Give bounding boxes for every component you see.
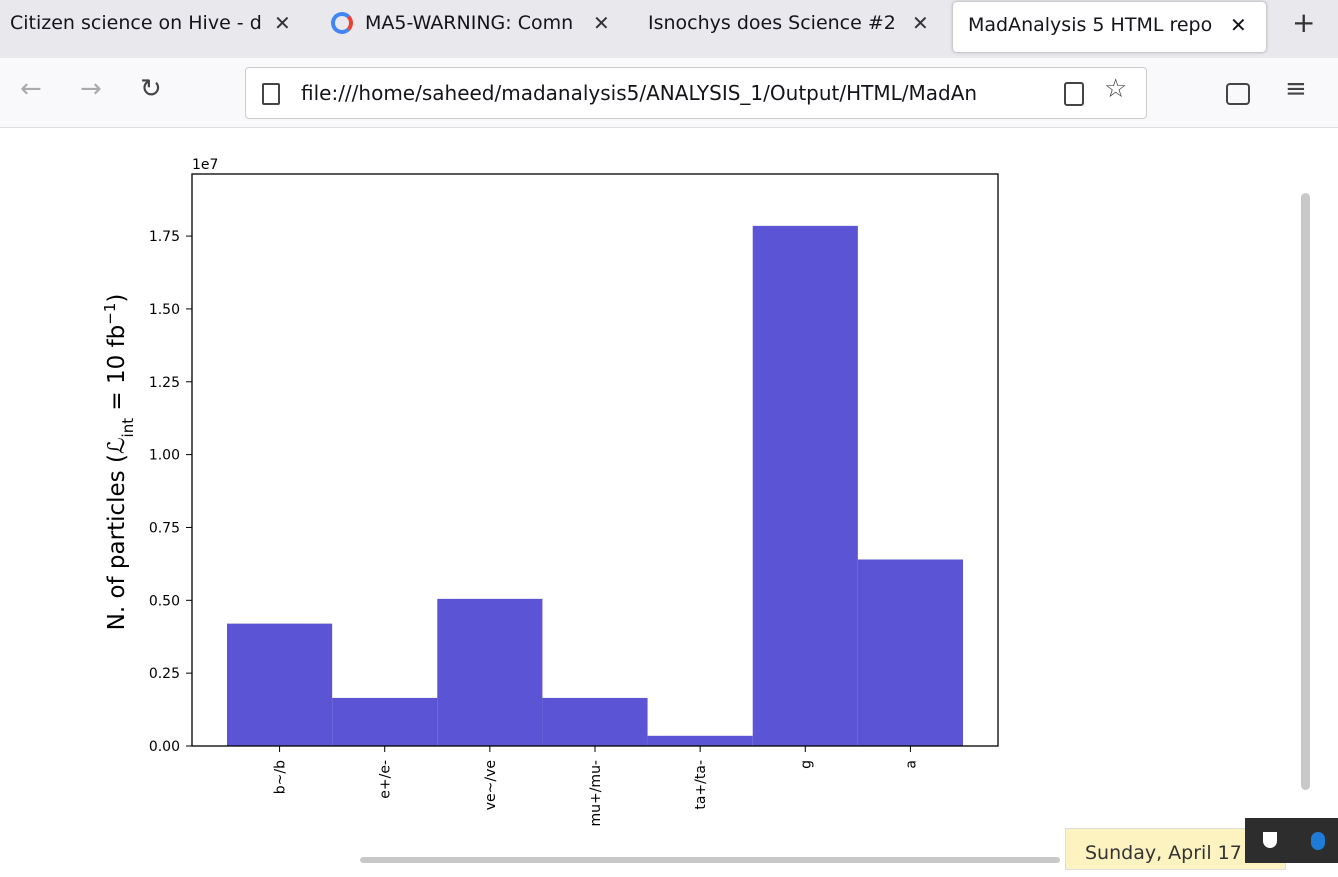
tab[interactable]: MA5-WARNING: Comn [365, 12, 574, 34]
shield-icon [1263, 832, 1277, 848]
x-tick-label: e+/e- [378, 760, 394, 799]
y-label-part: N. of particles ( [104, 454, 130, 630]
bar [227, 623, 333, 746]
axes-frame [191, 173, 999, 747]
y-tick-label: 0.50 [149, 593, 180, 609]
y-label-part: ) [104, 294, 130, 303]
tab[interactable]: Citizen science on Hive - d [10, 12, 262, 34]
bookmark-star[interactable]: ☆ [1104, 74, 1128, 104]
y-tick-label: 0.00 [149, 739, 180, 755]
y-tick-label: 0.75 [149, 520, 180, 536]
new-tab[interactable]: + [1292, 6, 1316, 39]
x-tick-label: ve~/ve [483, 760, 499, 810]
x-tick-label: ta+/ta- [693, 760, 709, 810]
y-tick-label: 1.25 [149, 375, 180, 391]
y-label-part: = 10 fb [104, 325, 130, 418]
google-icon [331, 12, 353, 34]
url-text[interactable]: file:///home/saheed/madanalysis5/ANALYSI… [301, 81, 978, 105]
y-label-part: ℒ [104, 437, 130, 454]
scrollbar-thumb[interactable] [1301, 193, 1310, 790]
menu-button[interactable]: ≡ [1285, 74, 1307, 104]
bar [857, 559, 963, 746]
tab-close[interactable]: ✕ [593, 11, 610, 35]
chart: 1e7 N. of particles (ℒint = 10 fb−1) 0.0… [101, 157, 999, 827]
forward-button[interactable]: → [80, 74, 102, 104]
toolbar: ← → ↻ file:///home/saheed/madanalysis5/A… [0, 58, 1338, 128]
offset-label: 1e7 [192, 157, 218, 173]
bar [437, 598, 543, 746]
page-icon [262, 83, 280, 105]
x-tick-label: b~/b [273, 760, 289, 794]
y-label-part: −1 [101, 303, 119, 325]
reload-button[interactable]: ↻ [140, 74, 162, 104]
tab-bar: Citizen science on Hive - d ✕ MA5-WARNIN… [0, 0, 1338, 58]
tab-title: MadAnalysis 5 HTML repo [968, 14, 1213, 36]
tab-close[interactable]: ✕ [912, 11, 929, 35]
bluetooth-icon [1311, 832, 1325, 850]
system-tray [1245, 818, 1338, 863]
tab-close[interactable]: ✕ [274, 11, 291, 35]
tab[interactable]: Isnochys does Science #2 [648, 12, 896, 34]
y-tick-label: 1.75 [149, 229, 180, 245]
x-tick-label: a [903, 760, 919, 769]
y-label-part: int [119, 418, 137, 438]
y-axis-label: N. of particles (ℒint = 10 fb−1) [101, 294, 137, 631]
bar [332, 697, 438, 746]
tab-close[interactable]: ✕ [1230, 13, 1247, 37]
back-button[interactable]: ← [20, 74, 42, 104]
bar [647, 735, 753, 746]
y-tick-label: 0.25 [149, 666, 180, 682]
bar [752, 225, 858, 746]
url-bar[interactable]: file:///home/saheed/madanalysis5/ANALYSI… [245, 67, 1147, 119]
pocket-icon[interactable] [1226, 83, 1250, 105]
x-tick-label: g [798, 760, 814, 769]
h-scrollbar[interactable] [360, 857, 1060, 863]
y-tick-label: 1.00 [149, 448, 180, 464]
active-tab[interactable]: MadAnalysis 5 HTML repo ✕ [953, 2, 1266, 52]
bar [542, 697, 648, 746]
reader-icon[interactable] [1064, 82, 1084, 106]
x-tick-label: mu+/mu- [588, 760, 604, 827]
y-tick-label: 1.50 [149, 302, 180, 318]
